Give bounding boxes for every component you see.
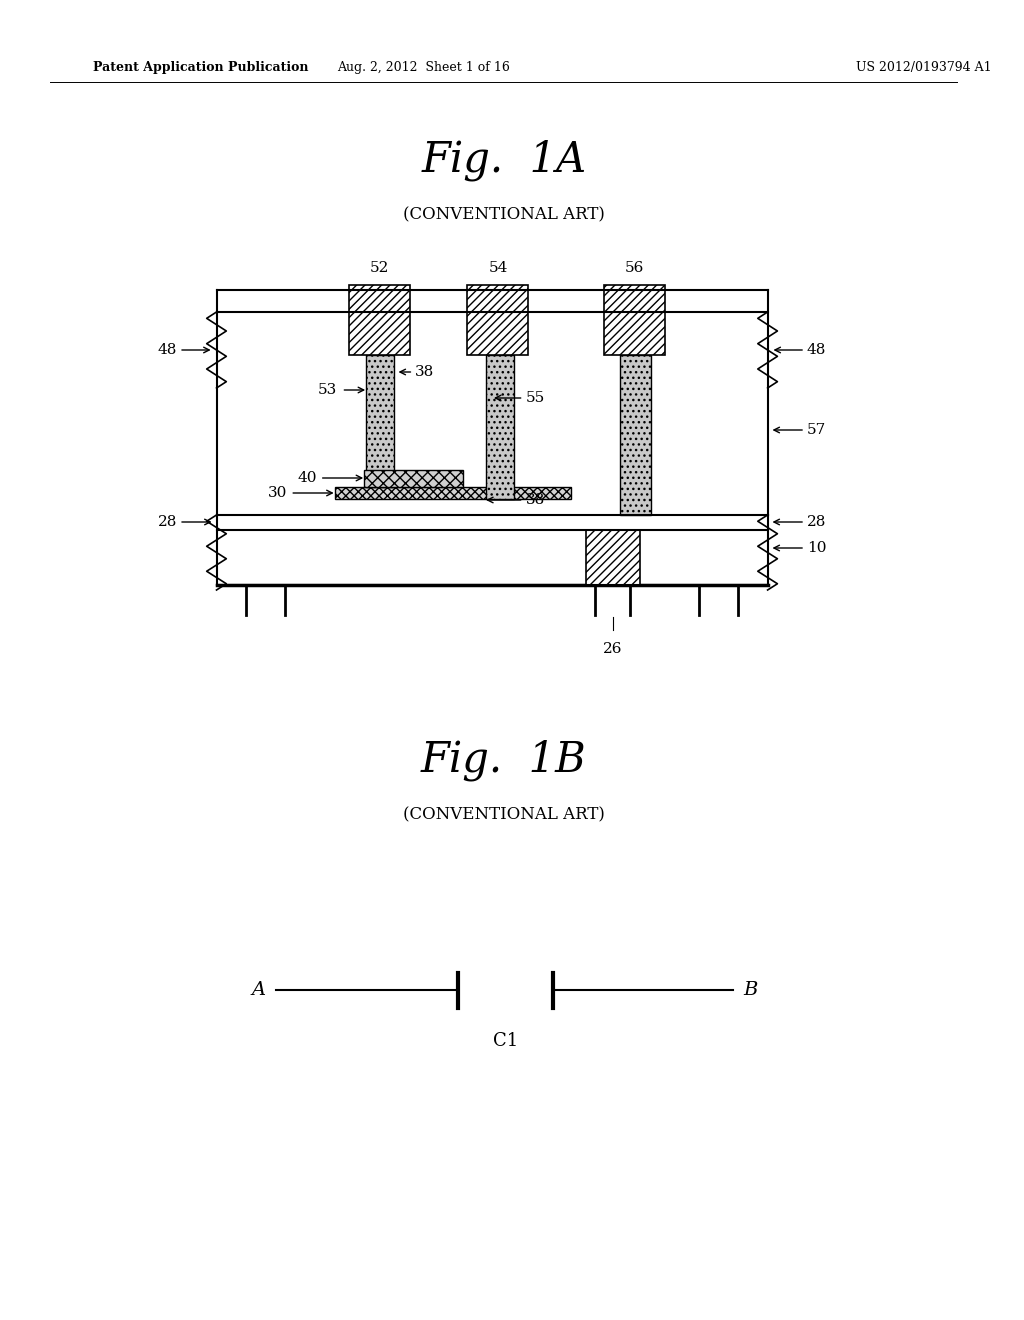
Bar (349, 285, 411, 355)
Text: B: B (743, 981, 758, 999)
Text: 54: 54 (488, 261, 508, 275)
Text: 53: 53 (317, 383, 337, 397)
Text: Patent Application Publication: Patent Application Publication (93, 62, 309, 74)
Bar (365, 470, 463, 487)
Text: 10: 10 (807, 541, 826, 554)
Bar (216, 290, 768, 312)
Bar (604, 285, 666, 355)
Bar (217, 312, 767, 515)
Text: 40: 40 (297, 471, 316, 484)
Text: 28: 28 (158, 515, 177, 529)
Bar (216, 515, 768, 531)
Text: 38: 38 (525, 492, 545, 507)
Bar (216, 531, 768, 585)
Text: 56: 56 (625, 261, 644, 275)
Text: 28: 28 (807, 515, 826, 529)
Text: 52: 52 (371, 261, 389, 275)
Text: C1: C1 (493, 1032, 518, 1049)
Text: Fig.  1A: Fig. 1A (421, 139, 587, 181)
Text: 55: 55 (525, 391, 545, 405)
Text: 30: 30 (268, 486, 288, 500)
Text: 38: 38 (416, 366, 434, 379)
Text: A: A (252, 981, 265, 999)
Bar (367, 355, 393, 487)
Text: (CONVENTIONAL ART): (CONVENTIONAL ART) (402, 807, 605, 824)
Text: 48: 48 (807, 343, 826, 356)
Bar (586, 531, 640, 585)
Text: 26: 26 (603, 642, 623, 656)
Bar (335, 487, 570, 499)
Text: US 2012/0193794 A1: US 2012/0193794 A1 (856, 62, 992, 74)
Text: (CONVENTIONAL ART): (CONVENTIONAL ART) (402, 206, 605, 223)
Text: 57: 57 (807, 422, 826, 437)
Bar (467, 285, 528, 355)
Text: 48: 48 (158, 343, 177, 356)
Bar (620, 355, 651, 515)
Bar (486, 355, 514, 499)
Text: Fig.  1B: Fig. 1B (421, 739, 587, 781)
Text: Aug. 2, 2012  Sheet 1 of 16: Aug. 2, 2012 Sheet 1 of 16 (337, 62, 510, 74)
